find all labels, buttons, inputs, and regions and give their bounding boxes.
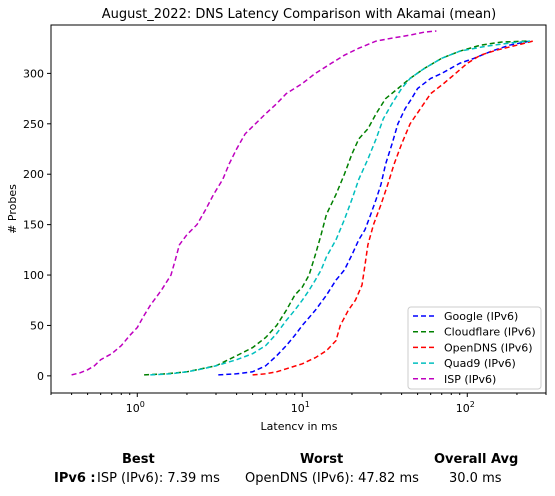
legend-label: ISP (IPv6) — [444, 373, 496, 386]
legend-box — [407, 306, 542, 390]
legend-label: Cloudflare (IPv6) — [444, 326, 536, 339]
x-axis-label: Latency in ms — [261, 420, 338, 430]
y-tick-label: 200 — [23, 168, 44, 181]
x-tick-label: 101 — [291, 400, 310, 415]
chart-title: August_2022: DNS Latency Comparison with… — [102, 7, 496, 22]
y-tick-label: 150 — [23, 219, 44, 232]
legend-label: Quad9 (IPv6) — [444, 357, 516, 370]
best-header: Best — [122, 452, 155, 467]
series-line-3 — [150, 40, 531, 376]
y-axis: 0 50 100 150 200 250 300 — [23, 67, 51, 383]
y-tick-label: 0 — [37, 370, 44, 383]
legend: Google (IPv6) Cloudflare (IPv6) OpenDNS (I… — [407, 306, 542, 390]
row-label-ipv6: IPv6 : — [54, 471, 96, 486]
x-tick-label: 102 — [456, 400, 475, 415]
series-line-0 — [218, 40, 531, 376]
y-tick-label: 100 — [23, 269, 44, 282]
overall-avg-value: 30.0 ms — [449, 471, 502, 486]
series-lines — [71, 30, 534, 376]
overall-avg-header: Overall Avg — [434, 452, 519, 467]
worst-value: OpenDNS (IPv6): 47.82 ms — [245, 471, 419, 486]
series-line-4 — [71, 30, 437, 376]
y-tick-label: 50 — [30, 319, 44, 332]
x-axis: 100 101 102 — [50, 393, 547, 415]
y-axis-label: # Probes — [6, 184, 19, 234]
legend-label: OpenDNS (IPv6) — [444, 341, 533, 354]
x-tick-label: 100 — [126, 400, 145, 415]
y-tick-label: 250 — [23, 118, 44, 131]
worst-header: Worst — [300, 452, 344, 467]
best-value: ISP (IPv6): 7.39 ms — [97, 471, 220, 486]
latency-chart: August_2022: DNS Latency Comparison with… — [6, 7, 547, 430]
series-line-2 — [252, 40, 534, 376]
series-line-1 — [144, 40, 528, 376]
legend-label: Google (IPv6) — [444, 310, 518, 323]
y-tick-label: 300 — [23, 67, 44, 80]
